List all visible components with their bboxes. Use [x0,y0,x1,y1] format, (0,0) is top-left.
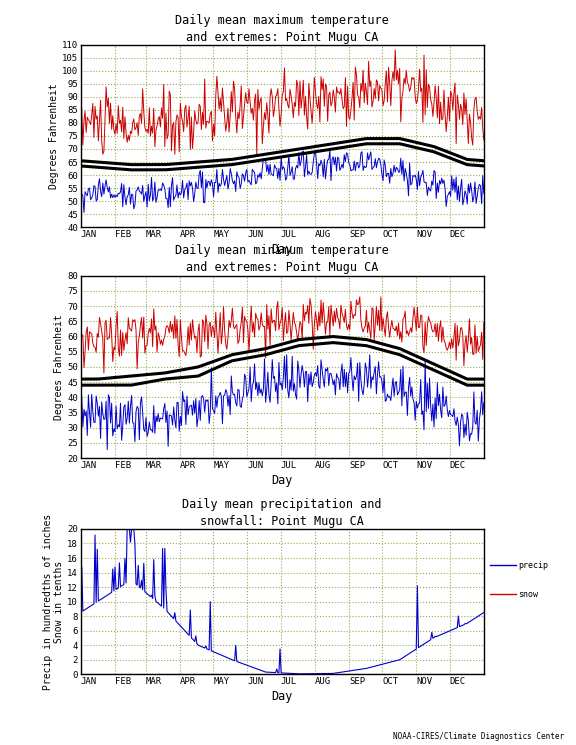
Text: NOAA-CIRES/Climate Diagnostics Center: NOAA-CIRES/Climate Diagnostics Center [393,732,564,741]
X-axis label: Day: Day [271,243,293,256]
Text: snow: snow [518,590,539,599]
X-axis label: Day: Day [271,690,293,703]
Y-axis label: Precip in hundredths of inches
Snow in tenths: Precip in hundredths of inches Snow in t… [43,513,65,690]
Y-axis label: Degrees Fahrenheit: Degrees Fahrenheit [54,314,65,419]
Title: Daily mean precipitation and
snowfall: Point Mugu CA: Daily mean precipitation and snowfall: P… [183,498,382,527]
Title: Daily mean minimum temperature
and extremes: Point Mugu CA: Daily mean minimum temperature and extre… [175,244,389,274]
X-axis label: Day: Day [271,474,293,487]
Y-axis label: Degrees Fahrenheit: Degrees Fahrenheit [49,83,59,188]
Text: precip: precip [518,561,548,570]
Title: Daily mean maximum temperature
and extremes: Point Mugu CA: Daily mean maximum temperature and extre… [175,13,389,43]
